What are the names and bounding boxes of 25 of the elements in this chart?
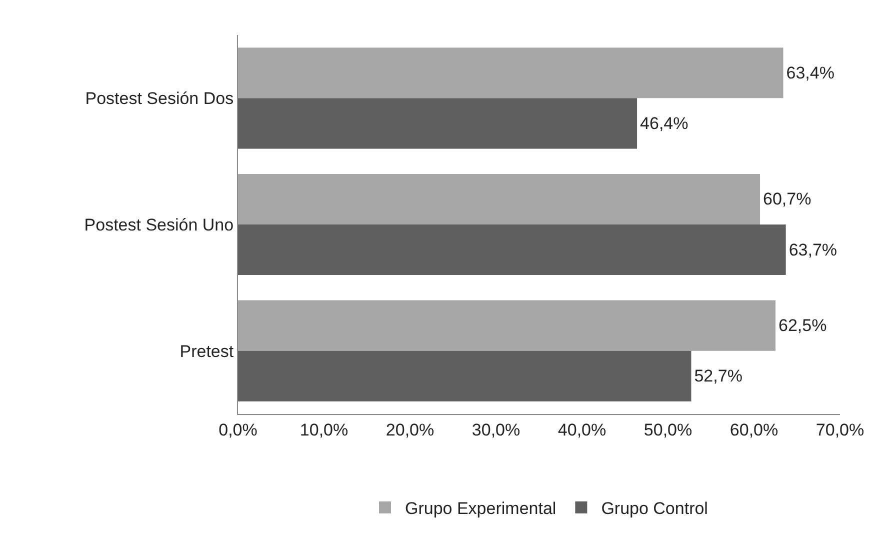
x-tick-label: 0,0% bbox=[218, 420, 258, 440]
data-label: 62,5% bbox=[778, 316, 827, 336]
legend-label: Grupo Control bbox=[601, 498, 708, 518]
data-label: 63,7% bbox=[788, 240, 838, 260]
bar bbox=[238, 300, 776, 351]
x-tick-label: 40,0% bbox=[558, 420, 606, 440]
bar bbox=[238, 224, 786, 276]
bar bbox=[238, 98, 638, 149]
x-tick-label: 20,0% bbox=[386, 420, 434, 440]
x-tick-label: 30,0% bbox=[472, 420, 520, 440]
data-label: 52,7% bbox=[694, 366, 742, 386]
data-label: 63,4% bbox=[786, 63, 834, 82]
y-tick-label: Pretest bbox=[180, 342, 234, 361]
y-tick-label: Postest Sesión Uno bbox=[84, 215, 234, 234]
bar bbox=[238, 350, 692, 402]
x-tick-label: 60,0% bbox=[730, 420, 778, 440]
x-tick-label: 10,0% bbox=[300, 420, 348, 440]
bar bbox=[238, 48, 784, 98]
x-tick-label: 70,0% bbox=[816, 420, 864, 440]
y-tick-label: Postest Sesión Dos bbox=[85, 89, 234, 108]
legend-label: Grupo Experimental bbox=[405, 498, 556, 518]
bar bbox=[238, 174, 760, 224]
x-tick-label: 50,0% bbox=[644, 420, 692, 440]
data-label: 46,4% bbox=[640, 114, 688, 133]
data-label: 60,7% bbox=[763, 190, 812, 209]
